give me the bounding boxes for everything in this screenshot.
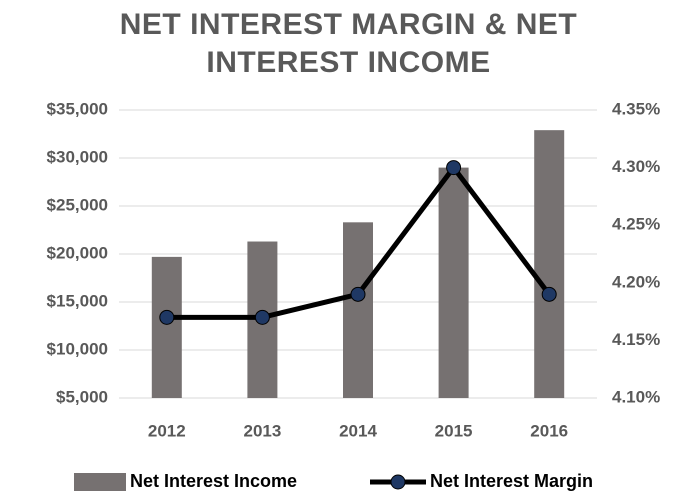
y2-tick-label: 4.25%	[612, 215, 660, 234]
marker	[254, 309, 270, 325]
x-tick-label: 2013	[243, 421, 281, 440]
legend-marker	[390, 474, 406, 490]
marker	[541, 286, 557, 302]
y-tick-label: $10,000	[47, 339, 108, 358]
y-tick-label: $25,000	[47, 195, 108, 214]
bar	[343, 222, 373, 398]
marker	[350, 286, 366, 302]
bar	[438, 167, 469, 398]
y-tick-label: $20,000	[47, 243, 108, 262]
bar	[151, 256, 182, 398]
chart-title: NET INTEREST MARGIN & NET INTEREST INCOM…	[119, 8, 578, 79]
legend-label: Net Interest Income	[130, 471, 297, 491]
y-tick-label: $30,000	[47, 147, 108, 166]
y2-tick-label: 4.15%	[612, 330, 660, 349]
x-tick-label: 2015	[435, 421, 473, 440]
y2-tick-label: 4.30%	[612, 157, 660, 176]
y-tick-label: $5,000	[56, 387, 108, 406]
y2-tick-label: 4.20%	[612, 272, 660, 291]
x-tick-label: 2012	[148, 421, 186, 440]
y2-tick-label: 4.10%	[612, 387, 660, 406]
y2-tick-label: 4.35%	[612, 99, 660, 118]
legend-label: Net Interest Margin	[430, 471, 593, 491]
legend-swatch	[74, 473, 126, 491]
x-tick-label: 2016	[530, 421, 568, 440]
x-tick-label: 2014	[339, 421, 377, 440]
marker	[446, 160, 462, 176]
bar	[534, 130, 565, 398]
y-tick-label: $35,000	[47, 99, 108, 118]
marker	[159, 309, 175, 325]
y-tick-label: $15,000	[47, 291, 108, 310]
